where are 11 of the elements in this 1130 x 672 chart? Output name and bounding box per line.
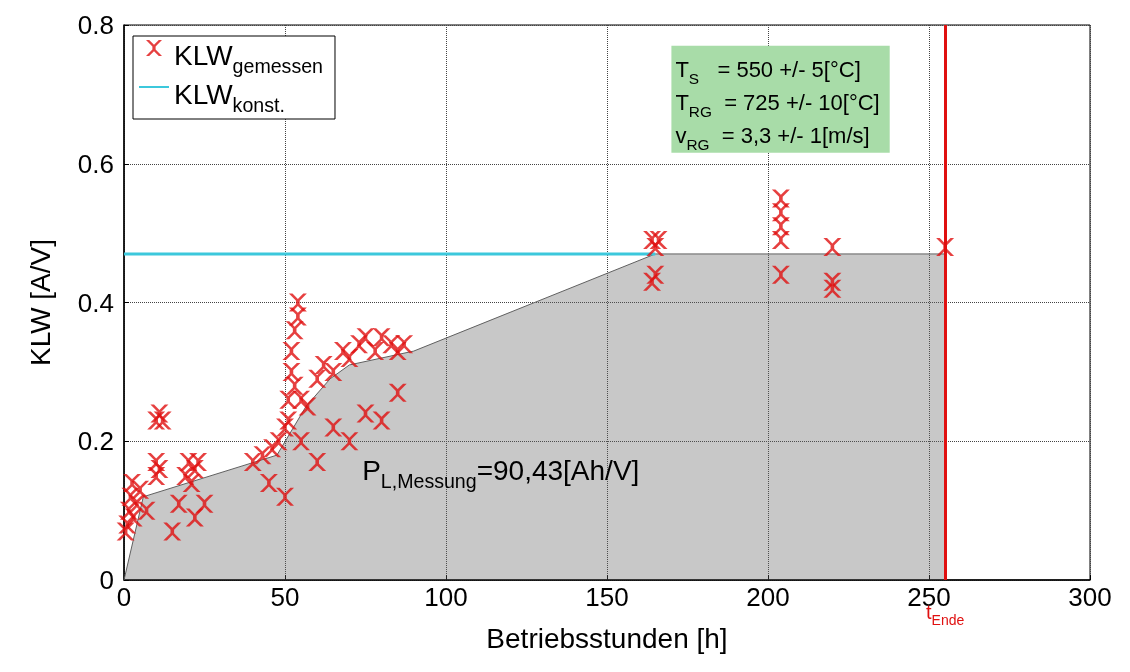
x-tick-label: 100 — [424, 582, 468, 612]
y-tick-label: 0.8 — [77, 10, 114, 40]
y-tick-label: 0.4 — [77, 287, 114, 318]
x-tick-label: 50 — [270, 582, 300, 612]
y-tick-label: 0.2 — [77, 426, 114, 457]
y-axis-title: KLW [A/V] — [24, 238, 56, 367]
x-tick-label: 200 — [746, 582, 790, 612]
y-tick-label: 0.6 — [77, 148, 114, 179]
x-tick-label: 300 — [1068, 582, 1112, 612]
x-axis-title: Betriebsstunden [h] — [486, 622, 728, 654]
x-tick-label: 150 — [585, 582, 629, 612]
